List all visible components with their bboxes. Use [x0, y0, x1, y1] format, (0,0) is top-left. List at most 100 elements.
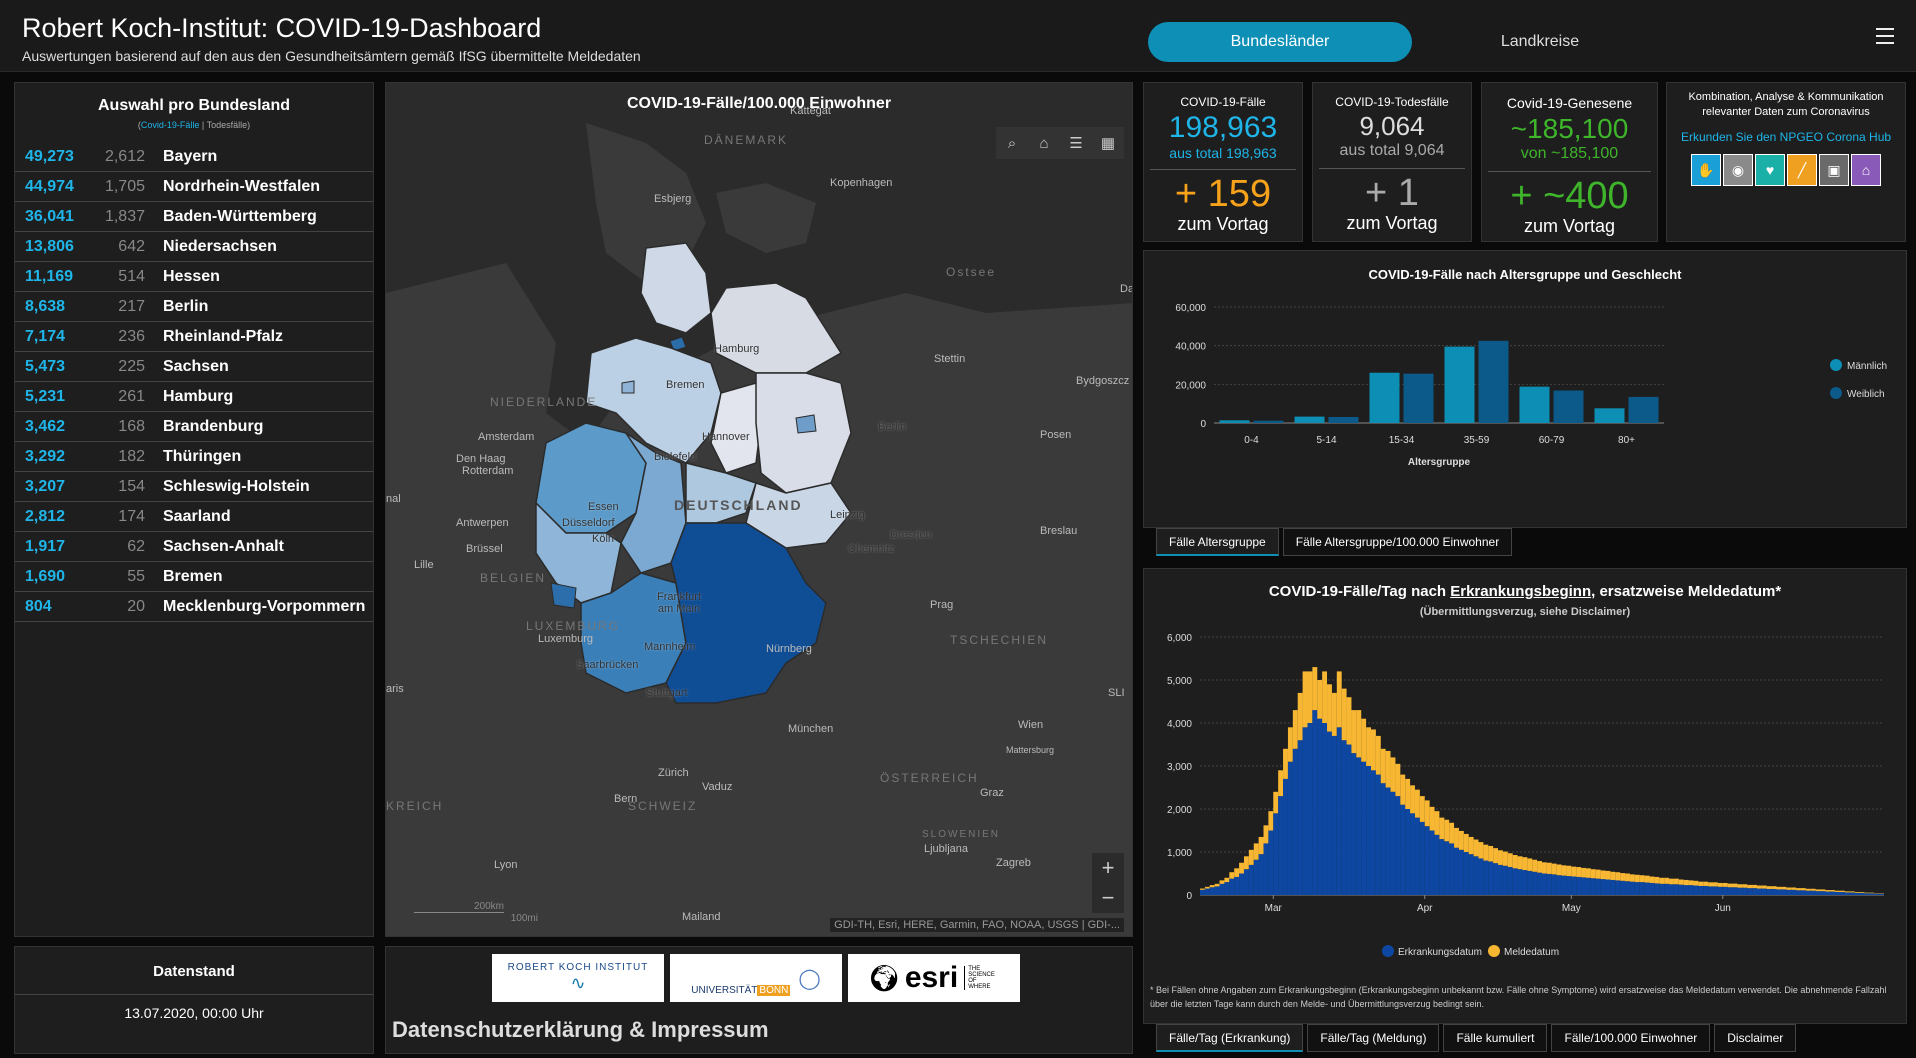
search-icon[interactable]: ⌕ [1007, 134, 1017, 152]
bar-erkrankungsdatum [1849, 892, 1855, 895]
building-icon[interactable]: ⌂ [1851, 154, 1881, 186]
bar-erkrankungsdatum [1512, 868, 1518, 895]
bar-erkrankungsdatum [1659, 883, 1665, 895]
daily-chart: 0 1,000 2,000 3,000 4,000 5,000 6,000 Mar Apr May… [1167, 633, 1884, 958]
map-pin-icon[interactable]: ◉ [1723, 154, 1753, 186]
map-attribution[interactable]: GDI-TH, Esri, HERE, Garmin, FAO, NOAA, U… [830, 918, 1124, 932]
rki-logo[interactable]: ROBERT KOCH INSTITUT ∿ [492, 954, 664, 1002]
state-deaths: 236 [118, 327, 145, 345]
chart-tab[interactable]: Fälle Altersgruppe [1156, 528, 1279, 556]
bar-erkrankungsdatum [1595, 878, 1601, 895]
bar-meldedatum [1493, 848, 1499, 864]
chart-tab[interactable]: Fälle/100.000 Einwohner [1551, 1024, 1711, 1052]
tab-landkreise[interactable]: Landkreise [1500, 33, 1580, 50]
legend-cases: Covid-19-Fälle [140, 120, 200, 130]
bar-erkrankungsdatum [1825, 891, 1831, 895]
state-row[interactable]: 36,041 1,837 Baden-Württemberg [15, 202, 373, 232]
state-row[interactable]: 5,231 261 Hamburg [15, 382, 373, 412]
bar-erkrankungsdatum [1444, 841, 1450, 895]
state-row[interactable]: 13,806 642 Niedersachsen [15, 232, 373, 262]
state-row[interactable]: 2,812 174 Saarland [15, 502, 373, 532]
bar-meldedatum [1200, 888, 1205, 890]
bar-erkrankungsdatum [1669, 884, 1674, 895]
list-icon[interactable]: ☰ [1069, 135, 1083, 152]
zoom-out-button[interactable]: − [1092, 883, 1124, 913]
state-row[interactable]: 1,690 55 Bremen [15, 562, 373, 592]
hand-plant-icon[interactable]: ✋ [1691, 154, 1721, 186]
home-icon[interactable]: ⌂ [1039, 134, 1049, 152]
zoom-in-button[interactable]: + [1092, 853, 1124, 883]
bar-erkrankungsdatum [1463, 852, 1469, 895]
state-name: Brandenburg [163, 417, 264, 435]
kpi-recovered-total: von ~185,100 [1520, 145, 1619, 162]
map-label-zagreb: Zagreb [996, 857, 1031, 869]
state-name: Sachsen [163, 357, 229, 375]
state-row[interactable]: 44,974 1,705 Nordrhein-Westfalen [15, 172, 373, 202]
road-icon[interactable]: ╱ [1787, 154, 1817, 186]
chart-tab[interactable]: Fälle/Tag (Meldung) [1307, 1024, 1440, 1052]
heart-pulse-icon[interactable]: ♥ [1755, 154, 1785, 186]
bar-erkrankungsdatum [1468, 854, 1474, 895]
bar-erkrankungsdatum [1629, 881, 1635, 895]
chart-tab[interactable]: Disclaimer [1714, 1024, 1797, 1052]
bar-erkrankungsdatum [1693, 885, 1699, 895]
bar-meldedatum [1361, 718, 1367, 762]
map-label-daenemark: DÄNEMARK [704, 133, 789, 147]
map-label-amsterdam: Amsterdam [478, 431, 535, 443]
bar-meldedatum [1380, 748, 1386, 784]
bar-erkrankungsdatum [1258, 854, 1264, 895]
bar-erkrankungsdatum [1283, 778, 1288, 895]
esri-logo[interactable]: 🌍︎ esri THE SCIENCE OF WHERE [848, 954, 1020, 1002]
bar-meldedatum [1683, 879, 1689, 886]
bar-erkrankungsdatum [1278, 796, 1284, 895]
state-row[interactable]: 49,273 2,612 Bayern [15, 142, 373, 172]
x-tick-label: 80+ [1618, 435, 1635, 446]
bar-meldedatum [1322, 671, 1328, 723]
bar-meldedatum [1327, 684, 1332, 732]
state-row[interactable]: 3,462 168 Brandenburg [15, 412, 373, 442]
map-canvas[interactable] [386, 83, 1133, 937]
imprint-link[interactable]: Datenschutzerklärung & Impressum [392, 1017, 769, 1042]
state-name: Niedersachsen [163, 237, 277, 255]
tab-bundeslaender[interactable]: Bundesländer [1148, 22, 1412, 62]
bar-meldedatum [1341, 688, 1347, 741]
bar-erkrankungsdatum [1366, 766, 1371, 895]
grid-icon[interactable]: ▦ [1100, 135, 1116, 152]
chart-tab[interactable]: Fälle kumuliert [1443, 1024, 1548, 1052]
bar-meldedatum [1400, 774, 1406, 805]
car-icon[interactable]: ▣ [1819, 154, 1849, 186]
state-name: Berlin [163, 297, 209, 315]
uni-bonn-logo[interactable]: UNIVERSITÄT BONN ◯ [670, 954, 842, 1002]
state-row[interactable]: 3,207 154 Schleswig-Holstein [15, 472, 373, 502]
bar-erkrankungsdatum [1722, 886, 1728, 895]
bar-meldedatum [1219, 880, 1225, 884]
bar-erkrankungsdatum [1815, 891, 1821, 895]
bar-erkrankungsdatum [1673, 884, 1679, 895]
daily-title-link[interactable]: Erkrankungsbeginn [1450, 583, 1592, 600]
bar-erkrankungsdatum [1844, 892, 1850, 895]
npgeo-hub-link[interactable]: Erkunden Sie den NPGEO Corona Hub [1680, 130, 1892, 144]
state-row[interactable]: 804 20 Mecklenburg-Vorpommern [15, 592, 373, 622]
bar-meldedatum [1840, 890, 1845, 892]
state-row[interactable]: 1,917 62 Sachsen-Anhalt [15, 532, 373, 562]
chart-tab[interactable]: Fälle/Tag (Erkrankung) [1156, 1024, 1304, 1052]
chart-tab[interactable]: Fälle Altersgruppe/100.000 Einwohner [1282, 528, 1513, 556]
state-row[interactable]: 8,638 217 Berlin [15, 292, 373, 322]
map-panel[interactable]: COVID-19-Fälle/100.000 Einwohner ⌕ ⌂ ☰ ▦ [385, 82, 1133, 937]
bar-erkrankungsdatum [1644, 882, 1650, 895]
state-row[interactable]: 7,174 236 Rheinland-Pfalz [15, 322, 373, 352]
rki-wave-icon: ∿ [570, 973, 586, 993]
state-name: Bayern [163, 147, 218, 165]
daily-title-post: , ersatzweise Meldedatum* [1591, 583, 1782, 600]
bar-meldedatum [1659, 877, 1665, 884]
bar-erkrankungsdatum [1542, 873, 1547, 895]
daily-chart-title: COVID-19-Fälle/Tag nach Erkrankungsbegin… [1144, 583, 1906, 600]
globe-icon: 🌍︎ [867, 962, 901, 993]
bar-erkrankungsdatum [1532, 871, 1538, 895]
bar-meldedatum [1796, 888, 1801, 891]
menu-icon[interactable] [1876, 28, 1894, 44]
state-row[interactable]: 11,169 514 Hessen [15, 262, 373, 292]
state-row[interactable]: 5,473 225 Sachsen [15, 352, 373, 382]
state-row[interactable]: 3,292 182 Thüringen [15, 442, 373, 472]
bar-erkrankungsdatum [1786, 889, 1792, 895]
